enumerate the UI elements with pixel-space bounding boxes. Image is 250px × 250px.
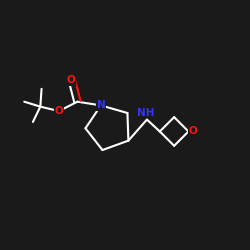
Text: N: N — [96, 100, 105, 110]
Text: O: O — [54, 106, 63, 116]
Text: NH: NH — [137, 108, 154, 118]
Text: O: O — [188, 126, 197, 136]
Text: O: O — [67, 76, 76, 86]
